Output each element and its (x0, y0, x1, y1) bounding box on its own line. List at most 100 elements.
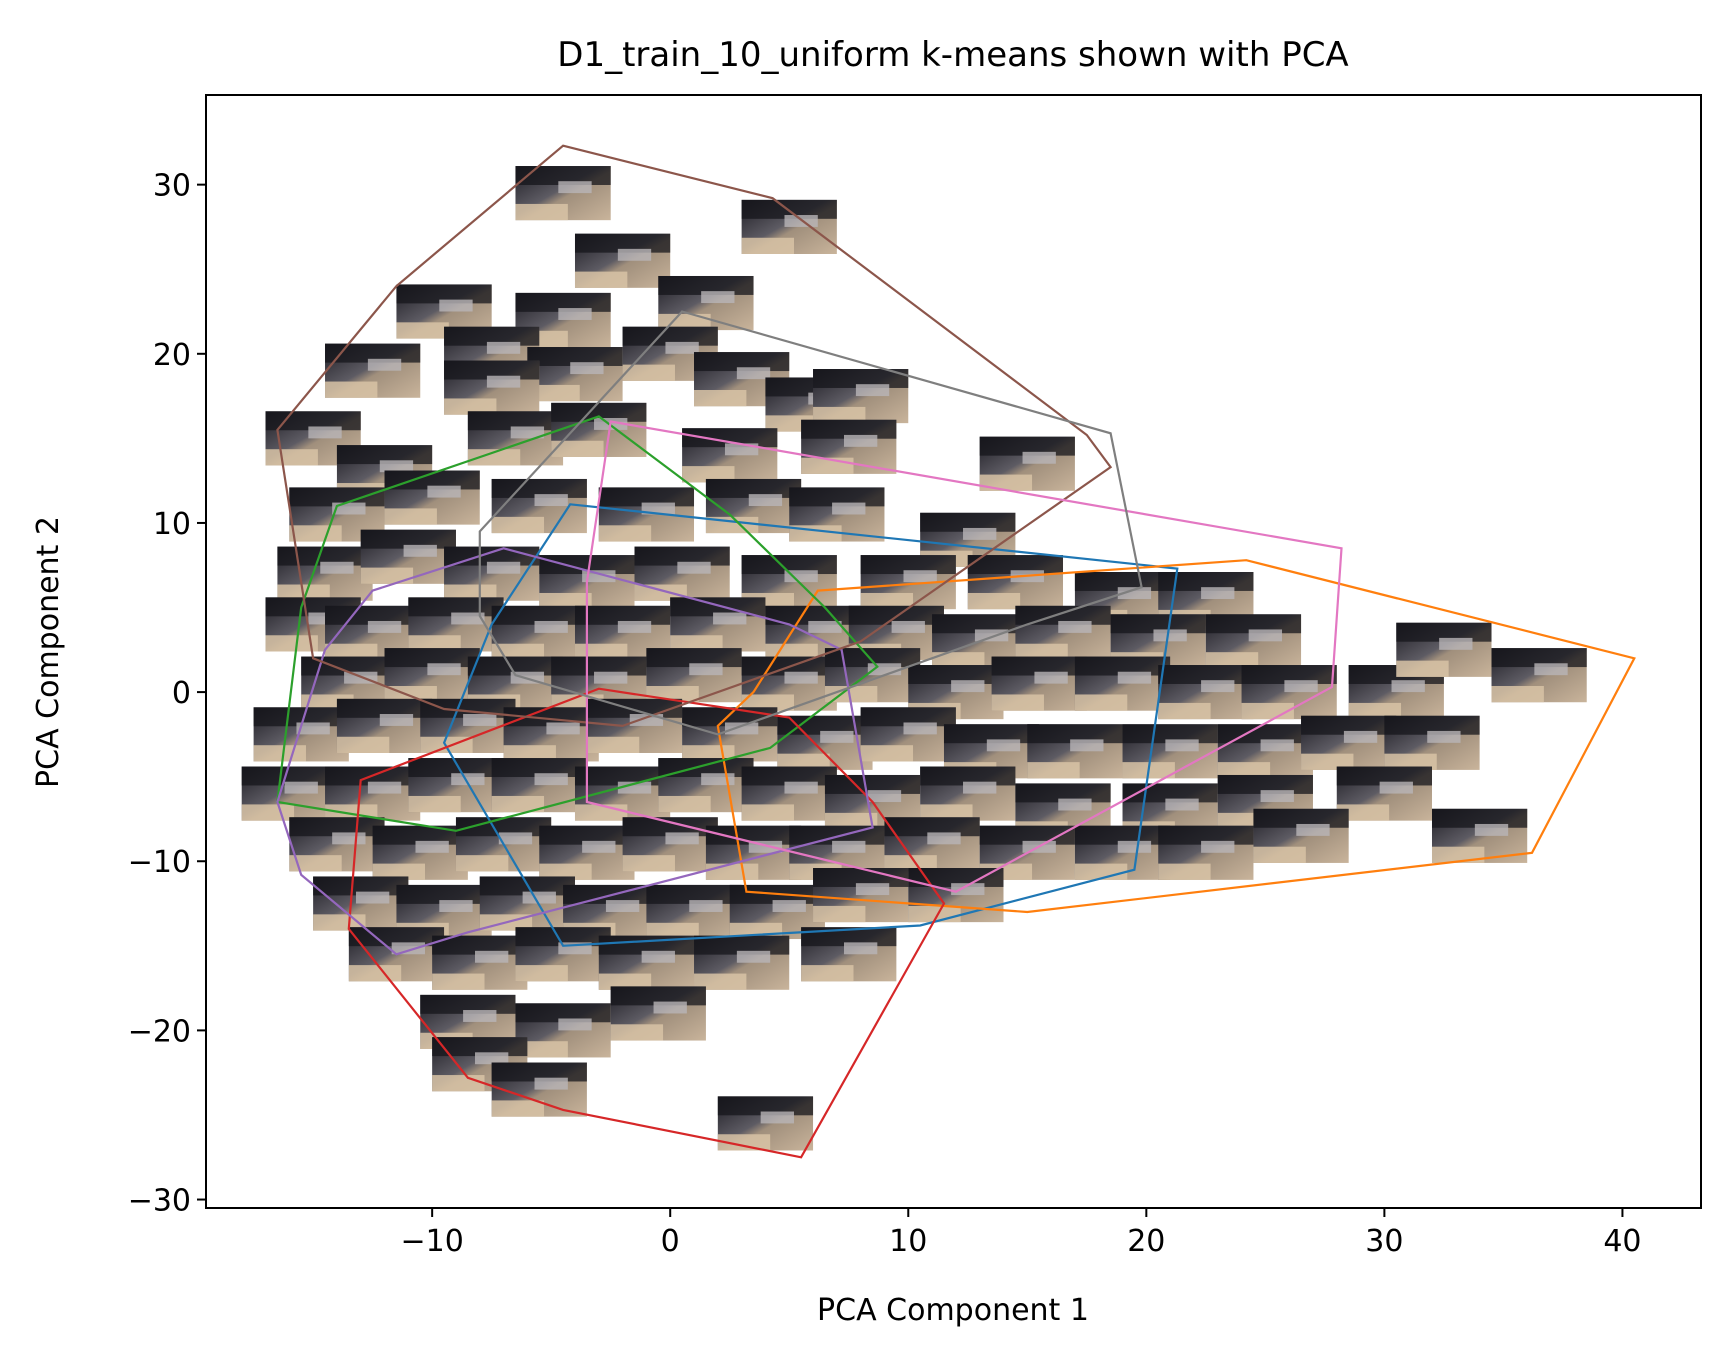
image-point (1431, 808, 1528, 863)
image-point (586, 698, 683, 753)
y-axis-label: PCA Component 2 (31, 516, 66, 788)
image-point (1158, 825, 1254, 880)
image-point (634, 546, 730, 601)
image-point (1027, 724, 1123, 779)
cluster-hull (585, 420, 1343, 893)
y-tick-label: −30 (128, 1184, 191, 1219)
image-point (908, 868, 1004, 923)
image-point (277, 546, 373, 601)
image-point (598, 487, 695, 542)
image-point (824, 648, 921, 703)
image-point (1301, 715, 1397, 770)
image-point (491, 1062, 587, 1117)
image-point (717, 1096, 814, 1151)
x-axis-label: PCA Component 1 (817, 1293, 1089, 1328)
image-point (741, 199, 837, 254)
image-point (1396, 622, 1492, 677)
y-tick-label: 20 (153, 338, 191, 373)
x-tick-label: 30 (1365, 1224, 1403, 1259)
image-point (491, 605, 587, 660)
image-point (860, 707, 956, 762)
image-point (658, 275, 754, 331)
image-point (574, 233, 671, 288)
image-point (979, 436, 1075, 491)
image-point (1491, 648, 1587, 703)
image-point (384, 648, 480, 703)
image-point (1015, 605, 1111, 660)
image-point (646, 648, 742, 703)
x-tick-label: 20 (1127, 1224, 1165, 1259)
image-point (1384, 715, 1480, 770)
image-point (432, 935, 528, 990)
image-point (1158, 665, 1254, 720)
cluster-hull (442, 503, 1179, 947)
y-tick-label: 30 (153, 169, 191, 204)
image-point (491, 478, 587, 534)
image-point (325, 343, 421, 398)
image-point (574, 766, 671, 821)
y-tick-label: −20 (128, 1014, 191, 1049)
image-point (444, 360, 540, 415)
x-tick-label: 40 (1603, 1224, 1641, 1259)
image-point (241, 766, 337, 821)
image-point (1336, 766, 1432, 821)
image-point (551, 402, 647, 457)
image-point (741, 656, 837, 711)
image-point (1122, 724, 1218, 779)
image-point (801, 419, 897, 474)
image-point (491, 758, 587, 813)
image-point (1253, 808, 1349, 863)
image-point (646, 884, 742, 940)
image-point (313, 876, 409, 931)
image-point (515, 166, 611, 221)
y-axis-ticks: −30 −20 −10 0 10 20 30 (128, 169, 206, 1219)
image-point (932, 614, 1028, 669)
image-point (610, 986, 706, 1041)
image-point (920, 766, 1016, 821)
cluster-hull (347, 687, 946, 1159)
image-point (467, 411, 564, 466)
image-point (515, 1003, 611, 1058)
image-point (622, 817, 718, 872)
image-point (967, 555, 1064, 610)
image-point (658, 758, 754, 813)
chart-title: D1_train_10_uniform k-means shown with P… (557, 35, 1348, 75)
image-point (360, 529, 456, 584)
x-tick-label: −10 (400, 1224, 463, 1259)
image-point (860, 555, 956, 610)
x-tick-label: 0 (661, 1224, 680, 1259)
image-point (884, 817, 980, 872)
image-point (801, 927, 897, 982)
cluster-hull (478, 310, 1143, 736)
image-point (253, 707, 349, 762)
y-tick-label: 10 (153, 507, 191, 542)
image-point (384, 470, 480, 525)
x-tick-label: 10 (889, 1224, 927, 1259)
image-point (539, 825, 635, 880)
cluster-hull (716, 559, 1636, 914)
image-point (991, 656, 1087, 711)
image-point (372, 825, 468, 880)
image-point (408, 758, 504, 813)
image-point (1074, 656, 1171, 711)
image-point (813, 369, 909, 424)
image-point (741, 766, 837, 821)
cluster-hull (276, 415, 879, 832)
image-point (694, 935, 790, 990)
image-point (1217, 724, 1313, 779)
y-tick-label: −10 (128, 845, 191, 880)
y-tick-label: 0 (172, 676, 191, 711)
image-point (1205, 614, 1302, 669)
image-point (289, 817, 385, 872)
cluster-hulls (276, 144, 1636, 1159)
image-point (408, 597, 504, 652)
image-point (574, 605, 671, 660)
image-point (515, 927, 611, 982)
plot-frame (205, 94, 1702, 1209)
image-point (598, 935, 695, 990)
image-point (336, 698, 433, 753)
cluster-hull (276, 144, 1113, 728)
image-point (705, 478, 802, 534)
cluster-hull (276, 547, 874, 956)
